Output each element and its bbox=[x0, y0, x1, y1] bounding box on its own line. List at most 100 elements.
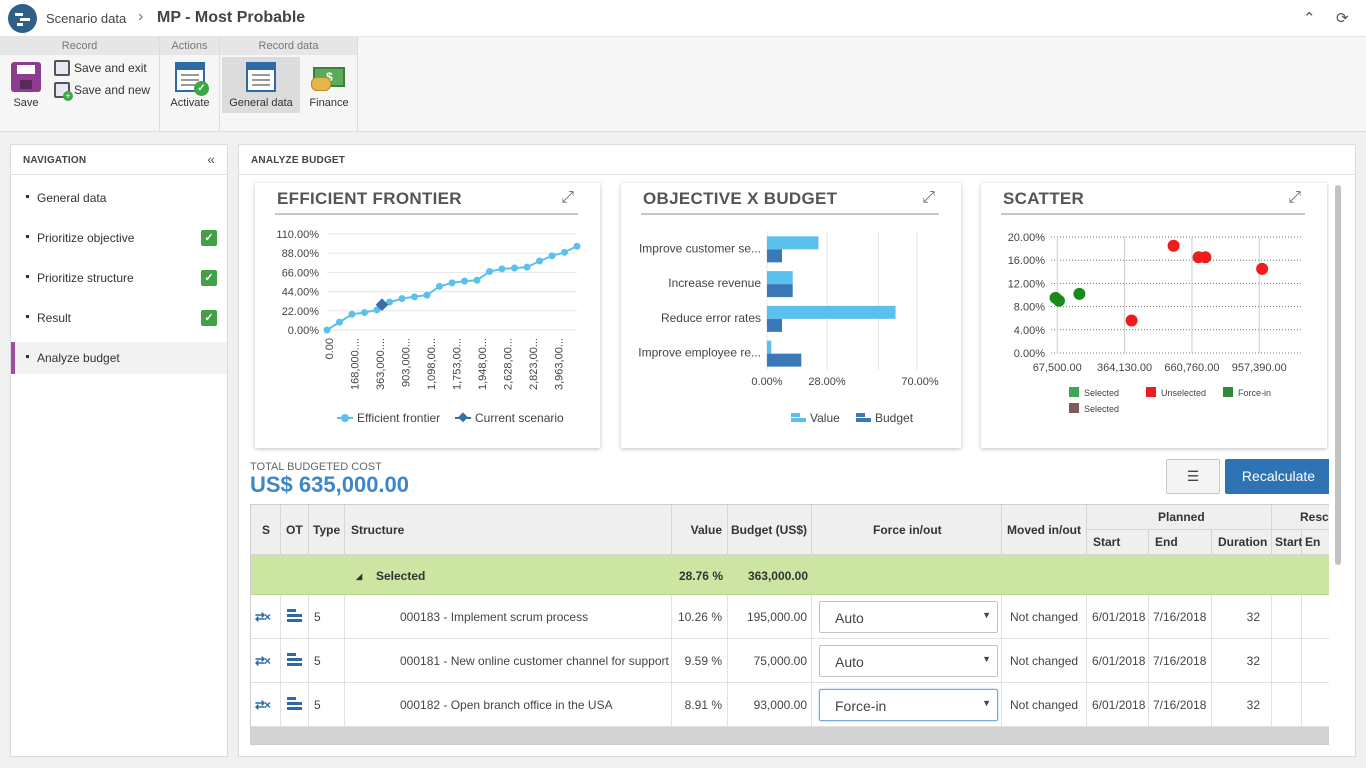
list-view-button[interactable]: ☰ bbox=[1166, 459, 1220, 494]
bullet-icon bbox=[26, 235, 29, 238]
header-text: Planned bbox=[1158, 510, 1205, 524]
nav-item-general-data[interactable]: General data bbox=[11, 182, 227, 214]
group-label: Selected bbox=[376, 569, 426, 583]
column-header-type[interactable]: Type bbox=[309, 505, 345, 555]
header-text: Moved in/out bbox=[1007, 523, 1081, 537]
analyze-budget-content: EFFICIENT FRONTIER ⤢ 110.00% 88.00% 66.00%… bbox=[239, 175, 1329, 756]
efficient-frontier-point bbox=[323, 326, 331, 334]
column-header-start[interactable]: Start bbox=[1087, 530, 1149, 555]
cell-s[interactable]: ⇄× bbox=[251, 639, 281, 682]
analyze-budget-title: ANALYZE BUDGET bbox=[239, 145, 1355, 175]
save-button[interactable]: Save bbox=[4, 59, 48, 129]
general-data-label: General data bbox=[229, 97, 293, 109]
legend-label: Unselected bbox=[1161, 388, 1206, 398]
column-header-structure[interactable]: Structure bbox=[345, 505, 672, 555]
value-bar bbox=[767, 236, 819, 250]
activate-icon: ✓ bbox=[175, 62, 209, 96]
nav-item-prioritize-objective[interactable]: Prioritize objective ✓ bbox=[11, 222, 227, 254]
header-text: OT bbox=[286, 523, 303, 537]
column-header-end[interactable]: End bbox=[1149, 530, 1212, 555]
group-toggle-icon[interactable]: ◢ bbox=[356, 572, 363, 581]
efficient-frontier-point bbox=[548, 252, 556, 260]
expand-icon[interactable]: ⤢ bbox=[1288, 189, 1301, 206]
column-header-ot[interactable]: OT bbox=[281, 505, 309, 555]
group-row-selected[interactable]: ◢ Selected 28.76 % 363,000.00 bbox=[251, 555, 1329, 595]
expand-icon[interactable]: ⤢ bbox=[922, 189, 935, 206]
cell-value: 8.91 % bbox=[672, 683, 728, 726]
column-header-force[interactable]: Force in/out bbox=[812, 505, 1002, 555]
table-row[interactable]: ⇄× 5 000182 - Open branch office in the … bbox=[251, 683, 1329, 727]
nav-item-analyze-budget[interactable]: Analyze budget bbox=[11, 342, 227, 374]
legend-marker-current-scenario bbox=[458, 412, 468, 423]
start-text: 6/01/2018 bbox=[1092, 610, 1146, 624]
save-and-exit-button[interactable]: Save and exit bbox=[53, 60, 157, 78]
legend-label-efficient-frontier: Efficient frontier bbox=[357, 411, 440, 425]
breadcrumb-scenario-data[interactable]: Scenario data bbox=[46, 11, 127, 26]
efficient-frontier-point bbox=[486, 268, 493, 276]
vertical-scrollbar[interactable] bbox=[1335, 185, 1341, 565]
cell-structure: 000181 - New online customer channel for… bbox=[345, 639, 672, 682]
type-text: 5 bbox=[314, 654, 321, 668]
save-and-new-button[interactable]: + Save and new bbox=[53, 82, 157, 101]
column-header-value[interactable]: Value bbox=[672, 505, 728, 555]
finance-button[interactable]: Finance bbox=[304, 57, 354, 113]
legend-marker bbox=[1069, 403, 1079, 413]
force-select[interactable]: Auto ▼ bbox=[819, 601, 998, 633]
column-header-budget[interactable]: Budget (US$) bbox=[728, 505, 812, 555]
horizontal-scrollbar[interactable] bbox=[251, 727, 1329, 744]
cell-budget: 195,000.00 bbox=[728, 595, 812, 638]
table-row[interactable]: ⇄× 5 000181 - New online customer channe… bbox=[251, 639, 1329, 683]
swap-icon[interactable]: ⇄× bbox=[255, 654, 271, 668]
y-tick-label: 12.00% bbox=[1008, 278, 1046, 290]
y-tick-label: 88.00% bbox=[282, 248, 320, 260]
budget-bar bbox=[767, 318, 782, 332]
swap-icon[interactable]: ⇄× bbox=[255, 610, 271, 624]
category-label: Improve employee re... bbox=[638, 346, 761, 360]
start-text: 6/01/2018 bbox=[1092, 654, 1146, 668]
column-header-rescheduled-start[interactable]: Start bbox=[1272, 530, 1302, 555]
activate-button[interactable]: ✓ Activate bbox=[164, 59, 216, 129]
card-divider bbox=[275, 213, 578, 215]
x-tick-label: 1,948,00... bbox=[477, 338, 489, 390]
duration-text: 32 bbox=[1246, 610, 1260, 624]
category-label: Reduce error rates bbox=[661, 311, 761, 325]
cell-s[interactable]: ⇄× bbox=[251, 595, 281, 638]
general-data-button[interactable]: General data bbox=[222, 57, 300, 113]
collapse-left-icon[interactable]: « bbox=[207, 151, 215, 167]
header-text: Resch bbox=[1300, 510, 1329, 524]
y-tick-label: 20.00% bbox=[1008, 232, 1046, 244]
header-text: Budget (US$) bbox=[731, 523, 807, 537]
force-select[interactable]: Force-in ▼ bbox=[819, 689, 998, 721]
table-row[interactable]: ⇄× 5 000183 - Implement scrum process 10… bbox=[251, 595, 1329, 639]
column-header-s[interactable]: S bbox=[251, 505, 281, 555]
top-bar: Scenario data › MP - Most Probable ⌃ ⟳ bbox=[0, 0, 1366, 37]
nav-item-prioritize-structure[interactable]: Prioritize structure ✓ bbox=[11, 262, 227, 294]
legend-label-budget: Budget bbox=[875, 411, 914, 425]
collapse-up-icon[interactable]: ⌃ bbox=[1303, 10, 1316, 27]
column-header-duration[interactable]: Duration bbox=[1212, 530, 1272, 555]
cell-s[interactable]: ⇄× bbox=[251, 683, 281, 726]
nav-item-result[interactable]: Result ✓ bbox=[11, 302, 227, 334]
ribbon-group-title: Actions bbox=[160, 37, 219, 55]
swap-icon[interactable]: ⇄× bbox=[255, 698, 271, 712]
cell-moved: Not changed bbox=[1002, 683, 1087, 726]
save-label: Save bbox=[13, 97, 39, 109]
group-value: 28.76 % bbox=[678, 569, 723, 583]
force-select[interactable]: Auto ▼ bbox=[819, 645, 998, 677]
column-header-moved[interactable]: Moved in/out bbox=[1002, 505, 1087, 555]
header-text: Type bbox=[313, 523, 341, 537]
cell-end: 7/16/2018 bbox=[1149, 595, 1212, 638]
column-header-rescheduled-end[interactable]: En bbox=[1302, 530, 1329, 555]
app-logo-icon[interactable] bbox=[8, 4, 37, 33]
cell-type: 5 bbox=[309, 683, 345, 726]
recalculate-button[interactable]: Recalculate bbox=[1225, 459, 1329, 494]
cell-rescheduled-start bbox=[1272, 639, 1302, 682]
save-new-icon: + bbox=[54, 82, 73, 101]
efficient-frontier-point bbox=[573, 242, 581, 250]
bullet-icon bbox=[26, 315, 29, 318]
save-icon bbox=[11, 62, 41, 92]
refresh-icon[interactable]: ⟳ bbox=[1336, 10, 1349, 27]
scatter-point bbox=[1167, 239, 1180, 252]
expand-icon[interactable]: ⤢ bbox=[561, 189, 574, 206]
cell-duration: 32 bbox=[1212, 639, 1272, 682]
